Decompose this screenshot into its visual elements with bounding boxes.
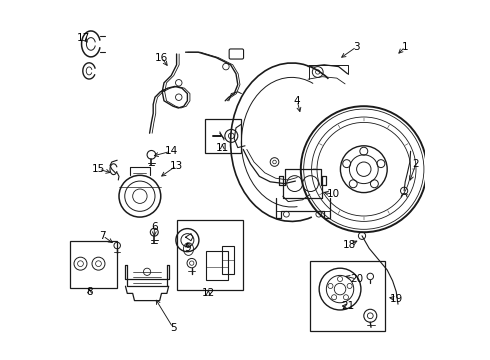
Text: 11: 11 (216, 143, 229, 153)
Text: 12: 12 (202, 288, 215, 298)
Bar (222, 246, 234, 274)
Text: 19: 19 (390, 294, 403, 304)
Text: 5: 5 (170, 323, 176, 333)
Text: 20: 20 (350, 274, 363, 284)
Text: 15: 15 (92, 164, 105, 174)
Text: 17: 17 (77, 33, 90, 43)
Text: 8: 8 (86, 287, 93, 297)
Text: 13: 13 (170, 161, 183, 171)
Bar (176, 220, 243, 290)
Bar (205, 119, 242, 153)
Text: 3: 3 (353, 42, 360, 52)
Text: 1: 1 (402, 42, 409, 52)
Bar (206, 251, 228, 280)
Text: 16: 16 (155, 53, 168, 63)
Text: 2: 2 (413, 159, 419, 169)
Text: 14: 14 (165, 146, 178, 156)
Text: 6: 6 (151, 222, 158, 232)
Bar (310, 261, 386, 331)
Text: 21: 21 (341, 301, 354, 311)
Text: 7: 7 (99, 231, 106, 241)
Text: 18: 18 (343, 240, 356, 250)
Text: 4: 4 (294, 96, 300, 106)
Bar (71, 241, 117, 288)
Text: 9: 9 (184, 243, 191, 253)
Text: 10: 10 (327, 189, 340, 199)
